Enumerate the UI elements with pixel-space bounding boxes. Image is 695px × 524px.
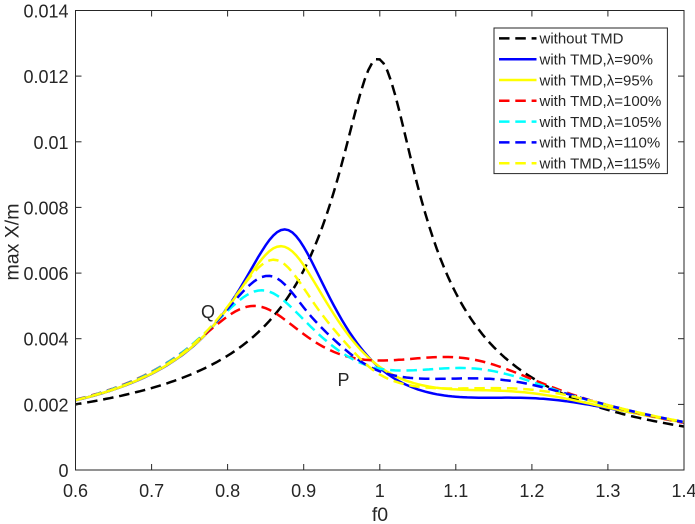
svg-text:0.014: 0.014 — [23, 2, 68, 22]
svg-text:0.008: 0.008 — [23, 198, 68, 218]
svg-text:0: 0 — [58, 461, 68, 481]
svg-text:0.012: 0.012 — [23, 67, 68, 87]
svg-text:0.8: 0.8 — [215, 481, 240, 501]
svg-text:0.9: 0.9 — [291, 481, 316, 501]
svg-text:1.3: 1.3 — [595, 481, 620, 501]
svg-text:0.004: 0.004 — [23, 330, 68, 350]
svg-text:with TMD,λ=95%: with TMD,λ=95% — [539, 72, 654, 89]
svg-text:f0: f0 — [372, 504, 388, 524]
svg-text:without TMD: without TMD — [539, 31, 624, 48]
svg-text:1.1: 1.1 — [443, 481, 468, 501]
svg-text:with TMD,λ=90%: with TMD,λ=90% — [539, 52, 654, 69]
svg-text:with TMD,λ=110%: with TMD,λ=110% — [539, 135, 661, 152]
svg-text:0.01: 0.01 — [33, 133, 68, 153]
svg-text:1.4: 1.4 — [671, 481, 695, 501]
svg-text:0.6: 0.6 — [63, 481, 88, 501]
svg-text:max X/m: max X/m — [2, 204, 24, 281]
svg-text:0.7: 0.7 — [139, 481, 164, 501]
svg-text:with TMD,λ=105%: with TMD,λ=105% — [539, 114, 662, 131]
svg-text:with TMD,λ=115%: with TMD,λ=115% — [539, 156, 661, 173]
svg-text:Q: Q — [201, 302, 215, 322]
svg-text:1.2: 1.2 — [519, 481, 544, 501]
svg-text:0.006: 0.006 — [23, 264, 68, 284]
svg-text:1: 1 — [375, 481, 385, 501]
svg-text:with TMD,λ=100%: with TMD,λ=100% — [539, 93, 662, 110]
svg-text:P: P — [338, 370, 350, 390]
svg-text:0.002: 0.002 — [23, 395, 68, 415]
